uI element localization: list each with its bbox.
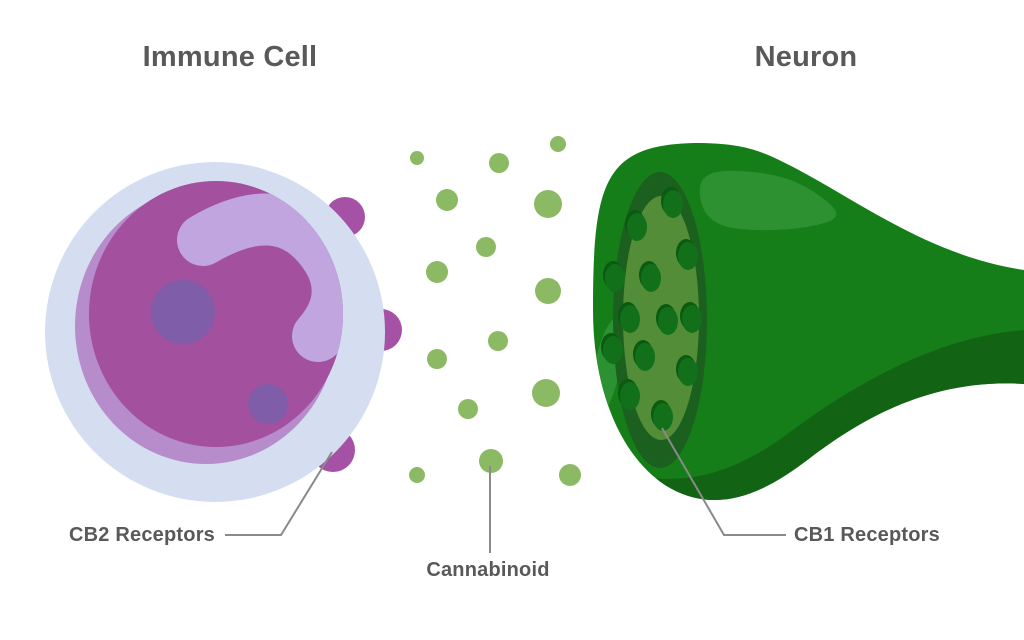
neuron-axon-body <box>593 143 1024 500</box>
cannabinoid-molecule <box>489 153 509 173</box>
cb1-receptor <box>658 307 678 335</box>
cb1-receptor <box>678 242 698 270</box>
cannabinoid-molecule <box>534 190 562 218</box>
cb1-receptor <box>663 190 683 218</box>
neuron-title: Neuron <box>754 41 858 73</box>
cb1-receptor <box>682 305 702 333</box>
cannabinoid-molecule <box>532 379 560 407</box>
cb1-receptor <box>620 382 640 410</box>
cannabinoid-molecule <box>458 399 478 419</box>
cb1-receptor-dots-group <box>601 187 702 431</box>
cannabinoid-molecule <box>550 136 566 152</box>
cb1-receptor <box>635 343 655 371</box>
cb1-receptors-label: CB1 Receptors <box>794 524 940 546</box>
immune-cell-title: Immune Cell <box>142 41 318 73</box>
cannabinoid-molecule <box>479 449 503 473</box>
cb1-receptor <box>641 264 661 292</box>
cb2-receptors-label: CB2 Receptors <box>69 524 215 546</box>
cannabinoid-molecule <box>436 189 458 211</box>
cannabinoid-molecule <box>476 237 496 257</box>
cb1-leader-line <box>661 427 786 536</box>
cb1-receptor <box>620 305 640 333</box>
cannabinoid-molecule <box>409 467 425 483</box>
cannabinoid-molecule <box>427 349 447 369</box>
immune-cell-highlight <box>177 193 343 362</box>
cb1-receptor <box>603 336 623 364</box>
neuron-illustration <box>593 143 1024 500</box>
cannabinoid-molecule <box>488 331 508 351</box>
immune-nucleus-large <box>151 280 215 344</box>
cb1-receptor <box>678 358 698 386</box>
immune-nucleus-small <box>248 384 288 424</box>
cannabinoid-molecule <box>426 261 448 283</box>
cannabinoid-molecules-group <box>409 136 581 486</box>
neuron-axon-highlight <box>699 170 837 231</box>
cb1-receptor <box>653 403 673 431</box>
immune-cell-illustration <box>45 162 402 502</box>
cannabinoid-label: Cannabinoid <box>426 559 550 581</box>
cannabinoid-molecule <box>559 464 581 486</box>
cannabinoid-molecule <box>535 278 561 304</box>
cb1-receptor <box>605 264 625 292</box>
cb2-leader-line <box>225 451 333 536</box>
cb1-receptor <box>627 213 647 241</box>
cannabinoid-molecule <box>410 151 424 165</box>
